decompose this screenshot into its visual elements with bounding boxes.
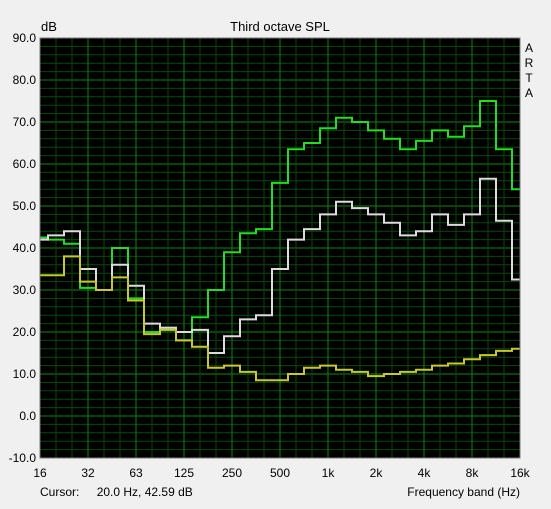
series-layer xyxy=(40,100,520,382)
x-tick-label: 32 xyxy=(81,466,95,480)
y-tick-label: 80.0 xyxy=(13,73,37,87)
side-label-letter: R xyxy=(525,56,534,70)
y-tick-label: 10.0 xyxy=(13,367,37,381)
cursor-value: 20.0 Hz, 42.59 dB xyxy=(96,485,193,499)
x-tick-labels: 16 32 63 125 250 500 1k 2k 4k 8k 16k xyxy=(33,466,530,480)
x-tick-label: 63 xyxy=(129,466,143,480)
cursor-label: Cursor: xyxy=(40,485,80,499)
y-tick-label: 60.0 xyxy=(13,157,37,171)
x-tick-label: 16k xyxy=(510,466,530,480)
side-label-letter: A xyxy=(525,86,533,100)
y-axis-label: dB xyxy=(41,19,57,34)
y-tick-label: -10.0 xyxy=(9,451,37,465)
series-line xyxy=(40,100,520,342)
y-tick-label: 70.0 xyxy=(13,115,37,129)
y-tick-label: 30.0 xyxy=(13,283,37,297)
x-tick-label: 500 xyxy=(270,466,290,480)
x-tick-label: 1k xyxy=(322,466,336,480)
y-tick-label: 50.0 xyxy=(13,199,37,213)
x-tick-label: 125 xyxy=(174,466,194,480)
series-line xyxy=(40,255,520,382)
x-tick-label: 8k xyxy=(466,466,480,480)
y-tick-label: 90.0 xyxy=(13,31,37,45)
y-tick-label: 20.0 xyxy=(13,325,37,339)
y-tick-labels: 90.0 80.0 70.0 60.0 50.0 40.0 30.0 20.0 10.0 0.0 -… xyxy=(9,31,37,465)
series-line xyxy=(40,177,520,354)
x-tick-label: 4k xyxy=(418,466,432,480)
grid xyxy=(39,37,521,459)
side-label-letter: A xyxy=(525,41,533,55)
side-label-letter: T xyxy=(525,71,533,85)
x-tick-label: 16 xyxy=(33,466,47,480)
x-axis-label: Frequency band (Hz) xyxy=(407,485,520,499)
x-tick-label: 2k xyxy=(370,466,384,480)
y-tick-label: 40.0 xyxy=(13,241,37,255)
cursor-readout: Cursor: 20.0 Hz, 42.59 dB xyxy=(40,485,193,499)
x-tick-label: 250 xyxy=(222,466,242,480)
plot-border xyxy=(39,37,521,459)
y-tick-label: 0.0 xyxy=(19,409,36,423)
chart-title: Third octave SPL xyxy=(230,19,330,34)
